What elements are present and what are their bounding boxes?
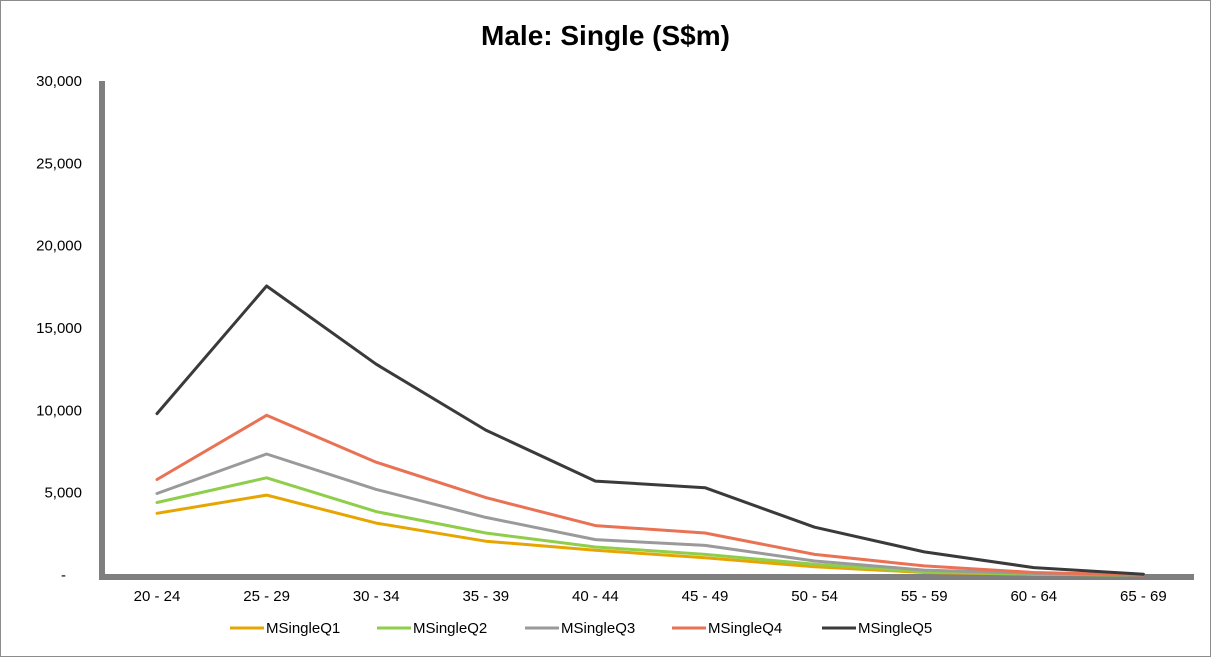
x-tick-label: 35 - 39 (462, 588, 509, 605)
legend-label: MSingleQ2 (413, 620, 487, 637)
x-tick-label: 30 - 34 (353, 588, 400, 605)
x-tick-label: 40 - 44 (572, 588, 619, 605)
y-axis: - 5,000 10,000 15,000 20,000 25,000 30,000 (36, 73, 105, 584)
x-tick-label: 65 - 69 (1120, 588, 1167, 605)
legend: MSingleQ1 MSingleQ2 MSingleQ3 MSingleQ4 MSin… (230, 620, 932, 637)
chart-title: Male: Single (S$m) (481, 20, 730, 51)
series-lines (155, 284, 1145, 577)
x-tick-label: 55 - 59 (901, 588, 948, 605)
x-axis: 20 - 24 25 - 29 30 - 34 35 - 39 40 - 44 45 - … (99, 574, 1194, 605)
series-line-msingleq4 (155, 413, 1145, 577)
series-line-msingleq5 (155, 284, 1145, 576)
y-tick-label: 30,000 (36, 73, 82, 90)
legend-label: MSingleQ4 (708, 620, 782, 637)
series-line-msingleq2 (155, 476, 1145, 577)
y-tick-label: 10,000 (36, 402, 82, 419)
x-tick-label: 50 - 54 (791, 588, 838, 605)
series-line-msingleq3 (155, 452, 1145, 577)
legend-label: MSingleQ1 (266, 620, 340, 637)
y-tick-label: 20,000 (36, 238, 82, 255)
legend-label: MSingleQ5 (858, 620, 932, 637)
y-tick-label: 15,000 (36, 320, 82, 337)
x-tick-label: 60 - 64 (1010, 588, 1057, 605)
x-tick-label: 45 - 49 (682, 588, 729, 605)
x-tick-label: 20 - 24 (134, 588, 181, 605)
y-tick-label: - (61, 567, 66, 584)
y-tick-label: 25,000 (36, 155, 82, 172)
legend-label: MSingleQ3 (561, 620, 635, 637)
y-tick-label: 5,000 (44, 485, 82, 502)
x-tick-label: 25 - 29 (243, 588, 290, 605)
